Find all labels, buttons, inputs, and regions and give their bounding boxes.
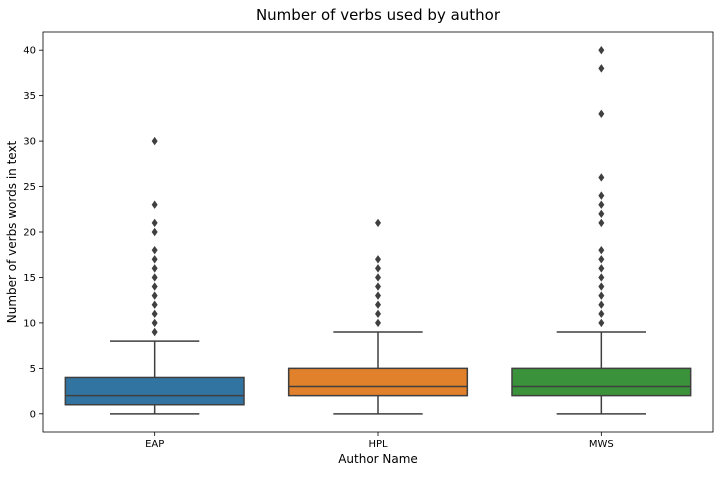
outlier-point (598, 318, 605, 328)
outlier-point (151, 264, 158, 273)
y-tick-label: 40 (23, 46, 36, 57)
y-tick-label: 10 (23, 318, 36, 329)
outlier-point (598, 200, 605, 209)
outlier-point (151, 309, 158, 319)
outlier-point (598, 64, 605, 73)
outlier-point (375, 255, 381, 264)
x-axis: EAP HPL MWS (145, 432, 614, 450)
outlier-point (598, 264, 605, 273)
outlier-point (598, 273, 605, 282)
box-mws (511, 45, 692, 415)
outlier-point (151, 273, 158, 282)
y-tick-label: 0 (30, 409, 36, 420)
outlier-point (151, 327, 158, 337)
outlier-point (151, 245, 158, 255)
outlier-point (598, 209, 605, 219)
outlier-point (375, 309, 381, 319)
outlier-point (375, 264, 381, 273)
outlier-point (598, 282, 605, 291)
boxes-group (64, 45, 692, 415)
x-tick-label: HPL (368, 439, 388, 450)
y-tick-label: 30 (23, 137, 36, 148)
outlier-point (375, 273, 381, 282)
outlier-point (598, 218, 605, 228)
outlier-point (598, 173, 605, 182)
outlier-point (375, 282, 381, 291)
y-axis: 0 5 10 15 20 25 30 35 40 (23, 46, 43, 420)
outlier-point (151, 136, 158, 146)
iqr-box (511, 367, 692, 397)
outlier-point (598, 109, 605, 119)
x-axis-label: Author Name (338, 452, 418, 466)
box-eap (64, 136, 245, 415)
iqr-box (64, 376, 245, 406)
y-tick-label: 25 (23, 182, 36, 193)
outlier-point (598, 309, 605, 319)
x-tick-label: EAP (145, 439, 164, 450)
outlier-point (375, 318, 381, 328)
outlier-point (151, 200, 158, 209)
outlier-point (598, 191, 605, 200)
y-tick-label: 20 (23, 228, 36, 239)
outlier-point (151, 227, 158, 237)
iqr-box (287, 367, 469, 397)
x-tick-label: MWS (589, 439, 614, 450)
chart-title: Number of verbs used by author (256, 6, 501, 24)
box-hpl (287, 218, 469, 415)
y-tick-label: 15 (23, 273, 36, 284)
outlier-point (598, 45, 605, 55)
outlier-point (151, 300, 158, 309)
outlier-point (598, 300, 605, 309)
outlier-point (151, 291, 158, 300)
outlier-point (151, 282, 158, 291)
outlier-point (598, 291, 605, 300)
outlier-point (375, 291, 381, 300)
outlier-point (598, 245, 605, 255)
outlier-point (375, 218, 381, 228)
outlier-point (151, 218, 158, 228)
y-tick-label: 35 (23, 91, 36, 102)
outlier-point (375, 300, 381, 309)
outlier-point (151, 318, 158, 328)
outlier-point (598, 255, 605, 264)
outlier-point (151, 255, 158, 264)
y-tick-label: 5 (30, 364, 36, 375)
y-axis-label: Number of verbs words in text (5, 140, 19, 323)
